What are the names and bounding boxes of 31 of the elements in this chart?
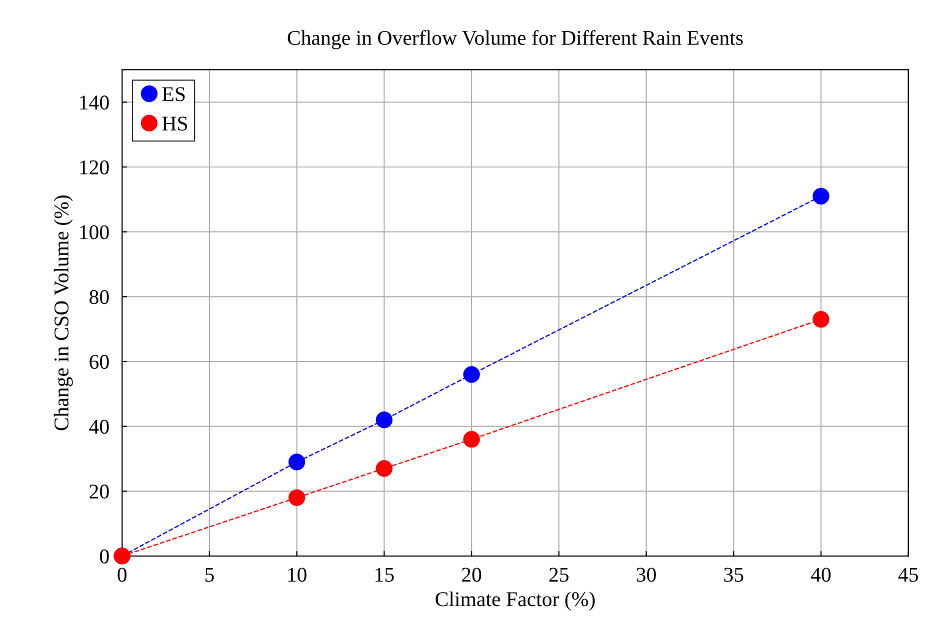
point xyxy=(288,454,306,470)
point xyxy=(463,430,480,448)
y-tick-label: 0 xyxy=(100,549,109,564)
y-axis-title: Change in CSO Volume (%) xyxy=(54,196,73,430)
y-tick-label: 100 xyxy=(80,225,109,240)
x-tick-label: 25 xyxy=(549,568,569,582)
point xyxy=(288,489,306,506)
legend-label: ES xyxy=(162,87,185,102)
chart-title: Change in Overflow Volume for Different Rain Events xyxy=(288,30,743,50)
x-tick-label: 15 xyxy=(376,568,394,582)
x-tick-label: 20 xyxy=(462,568,482,582)
point xyxy=(463,366,480,383)
y-tick-label: 120 xyxy=(80,160,109,174)
x-tick-label: 35 xyxy=(724,568,744,582)
x-tick-label: 40 xyxy=(810,568,831,582)
x-tick-label: 0 xyxy=(118,568,127,582)
y-tick-label: 40 xyxy=(89,420,109,434)
point xyxy=(812,311,830,328)
x-tick-label: 45 xyxy=(898,568,918,582)
point xyxy=(376,412,393,428)
y-tick-label: 140 xyxy=(80,96,109,110)
x-tick-label: 5 xyxy=(205,568,214,582)
y-tick-label: 80 xyxy=(90,290,109,304)
x-axis-title: Climate Factor (%) xyxy=(436,592,595,610)
y-tick-label: 20 xyxy=(90,484,109,499)
legend-label: HS xyxy=(162,116,188,131)
x-tick-label: 10 xyxy=(288,568,306,582)
point xyxy=(812,188,830,205)
point xyxy=(376,460,393,477)
x-tick-label: 30 xyxy=(636,568,656,582)
y-tick-label: 60 xyxy=(90,354,109,369)
